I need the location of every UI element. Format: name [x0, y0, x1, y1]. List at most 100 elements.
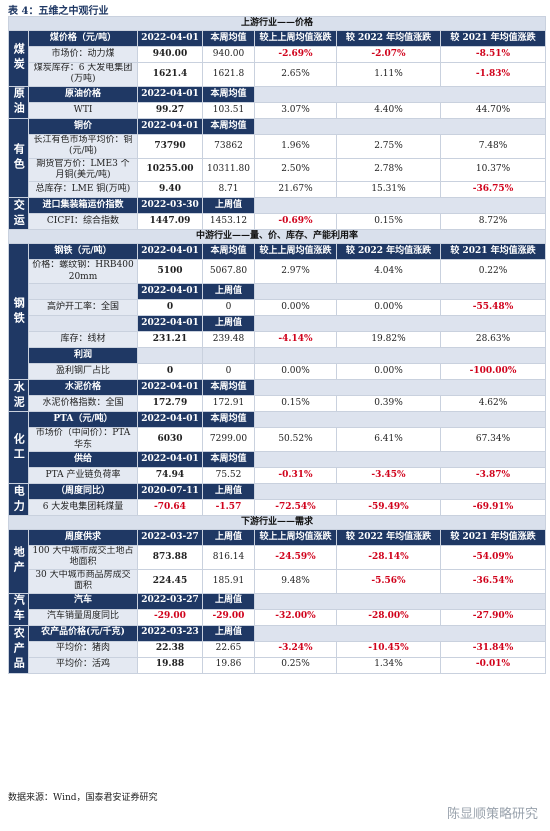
table-row: 价格：螺纹钢：HRB400 20mm 5100 5067.80 2.97% 4.04% 0…: [9, 259, 547, 285]
source-note: 数据来源：Wind，国泰君安证券研究: [8, 793, 158, 803]
column-header: 较 2022 年均值涨跌: [336, 529, 441, 547]
cell-vs2022: 0.39%: [336, 395, 441, 413]
table-row: 汽车销量周度同比 -29.00 -29.00 -32.00% -28.00% -27.90…: [9, 608, 547, 626]
table-body: 上游行业——价格 煤炭 煤价格（元/吨） 2022-04-01 本周均值 较上上周均值涨跌…: [7, 16, 547, 674]
cell-vs2021: -69.91%: [439, 499, 547, 517]
cell-avg: 1621.8: [202, 62, 255, 87]
date-header: 2022-03-27: [137, 529, 203, 547]
cell-vs2021: 67.34%: [439, 427, 547, 453]
cell-vs2021: 10.37%: [439, 157, 547, 183]
indicator-name: 总库存：LME 铜(万吨): [28, 181, 138, 199]
date-header: 2022-04-01: [137, 117, 203, 135]
cell-value: 1621.4: [137, 62, 203, 87]
cell-value: 0: [137, 299, 203, 317]
cell-vs2021: -100.00%: [439, 363, 547, 381]
date-header: 2022-03-27: [137, 592, 203, 610]
cell-value: -70.64: [137, 499, 203, 517]
date-header: 2022-04-01: [137, 283, 203, 301]
section-title: 上游行业——价格: [7, 16, 547, 31]
avg-header: 上周值: [202, 624, 255, 642]
avg-header: 上周值: [202, 283, 255, 301]
indicator-name: 30 大中城市商品房成交面积: [28, 568, 138, 594]
cell-vs2022: 0.00%: [336, 299, 441, 317]
section-title: 下游行业——需求: [7, 515, 547, 531]
cell-value: 74.94: [137, 467, 203, 485]
sector-label: 地产: [8, 529, 29, 594]
header-filler: [253, 197, 547, 215]
cell-value: 6030: [137, 427, 203, 453]
cell-wow: 0.00%: [254, 363, 337, 381]
table-row: 总库存：LME 铜(万吨) 9.40 8.71 21.67% 15.31% -36.75%: [9, 181, 547, 199]
cell-avg: 75.52: [202, 467, 255, 485]
sector-label: 煤炭: [8, 30, 29, 87]
sector-label: 水泥: [8, 379, 29, 413]
section-row: 下游行业——需求: [7, 515, 547, 531]
table-row: 期货官方价：LME3 个月铜(美元/吨) 10255.00 10311.80 2.50…: [9, 157, 547, 183]
cell-vs2022: 1.34%: [336, 656, 441, 674]
cell-vs2022: 4.04%: [336, 259, 441, 285]
indicator-name: PTA 产业链负荷率: [28, 467, 138, 485]
section-title: 中游行业——量、价、库存、产能利用率: [7, 229, 547, 245]
cell-avg: 239.48: [202, 331, 255, 349]
cell-value: 940.00: [137, 46, 203, 63]
cell-avg: 172.91: [202, 395, 255, 413]
cell-wow: 1.96%: [254, 133, 337, 159]
cell-wow: 0.25%: [254, 656, 337, 674]
indicator-header: 水泥价格: [28, 379, 138, 397]
column-header: 较上上周均值涨跌: [254, 30, 337, 47]
cell-wow: 9.48%: [254, 568, 337, 594]
cell-vs2022: -28.00%: [336, 608, 441, 626]
table-row: PTA 产业链负荷率 74.94 75.52 -0.31% -3.45% -3.87%: [9, 467, 547, 485]
cell-wow: -0.69%: [254, 213, 337, 231]
date-header: 2022-04-01: [137, 243, 203, 261]
header-filler: [253, 85, 547, 103]
cell-wow: 2.97%: [254, 259, 337, 285]
table-row: 2022-04-01 上周值: [9, 315, 547, 333]
table-row: 水泥价格指数：全国 172.79 172.91 0.15% 0.39% 4.62%: [9, 395, 547, 413]
avg-header: 上周值: [202, 197, 255, 215]
table-row: 平均价：活鸡 19.88 19.86 0.25% 1.34% -0.01%: [9, 656, 547, 674]
sector-label: 钢铁: [8, 243, 29, 381]
indicator-name: 6 大发电集团耗煤量: [28, 499, 138, 517]
cell-avg: 8.71: [202, 181, 255, 199]
cell-avg: 19.86: [202, 656, 255, 674]
cell-wow: 0.00%: [254, 299, 337, 317]
cell-vs2021: -55.48%: [439, 299, 547, 317]
cell-avg: 0: [202, 299, 255, 317]
avg-header: 本周均值: [202, 30, 255, 47]
cell-vs2021: -36.75%: [439, 181, 547, 199]
cell-vs2021: -27.90%: [439, 608, 547, 626]
table-row: 高炉开工率：全国 0 0 0.00% 0.00% -55.48%: [9, 299, 547, 317]
cell-value: 0: [137, 363, 203, 381]
header-filler: [253, 315, 547, 333]
cell-vs2022: 19.82%: [336, 331, 441, 349]
table-row: 化工 PTA（元/吨） 2022-04-01 本周均值: [8, 411, 547, 485]
date-header: [137, 347, 203, 365]
sector-label: 电力: [8, 483, 29, 517]
table-row: 交运 进口集装箱运价指数 2022-03-30 上周值: [8, 197, 547, 231]
cell-wow: -4.14%: [254, 331, 337, 349]
table-row: 100 大中城市成交土地占地面积 873.88 816.14 -24.59% -28.1…: [9, 545, 547, 570]
indicator-header: 铜价: [28, 117, 138, 135]
indicator-header: 周度供求: [28, 529, 138, 547]
indicator-name: CICFI：综合指数: [28, 213, 138, 231]
cell-vs2022: -2.07%: [336, 46, 441, 63]
indicator-header: [28, 315, 138, 333]
sector-label: 化工: [8, 411, 29, 485]
cell-value: -29.00: [137, 608, 203, 626]
cell-vs2022: -59.49%: [336, 499, 441, 517]
date-header: 2022-04-01: [137, 315, 203, 333]
cell-vs2022: -28.14%: [336, 545, 441, 570]
header-filler: [253, 411, 547, 429]
cell-vs2022: 15.31%: [336, 181, 441, 199]
sector-label: 汽车: [8, 592, 29, 626]
header-filler: [253, 347, 547, 365]
cell-avg: 22.65: [202, 640, 255, 658]
table-row: 电力 （周度同比） 2020-07-11 上周值: [8, 483, 547, 517]
indicator-name: 煤炭库存：6 大发电集团(万吨): [28, 62, 138, 87]
cell-vs2022: -5.56%: [336, 568, 441, 594]
cell-value: 9.40: [137, 181, 203, 199]
table-row: 原油 原油价格 2022-04-01 本周均值: [8, 85, 547, 119]
table-row: 2022-04-01 上周值: [9, 283, 547, 301]
